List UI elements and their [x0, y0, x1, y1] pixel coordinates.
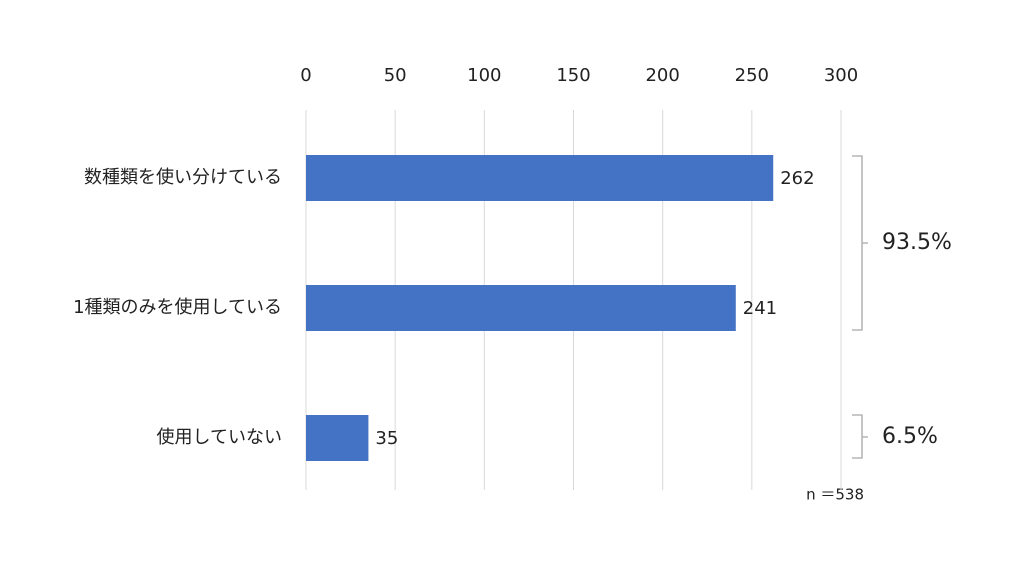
- bracket: [852, 414, 868, 459]
- bar: [306, 155, 774, 201]
- x-tick-label: 100: [467, 65, 501, 86]
- y-tick-label: 1種類のみを使用している: [73, 297, 282, 318]
- x-tick-label: 300: [824, 65, 858, 86]
- sample-size: n ＝538: [806, 486, 864, 504]
- annotation: 93.5%: [882, 230, 952, 255]
- x-tick-label: 250: [735, 65, 769, 86]
- bracket: [852, 155, 868, 331]
- x-tick-label: 150: [556, 65, 590, 86]
- x-tick-label: 50: [384, 65, 407, 86]
- y-tick-label: 使用していない: [157, 427, 282, 448]
- x-tick-label: 200: [645, 65, 679, 86]
- data-label: 241: [743, 298, 777, 319]
- annotation: 6.5%: [882, 424, 938, 449]
- x-tick-label: 0: [300, 65, 311, 86]
- data-label: 35: [375, 428, 398, 449]
- y-tick-label: 数種類を使い分けている: [84, 167, 282, 188]
- bar: [306, 415, 369, 461]
- bar: [306, 285, 736, 331]
- data-label: 262: [780, 168, 814, 189]
